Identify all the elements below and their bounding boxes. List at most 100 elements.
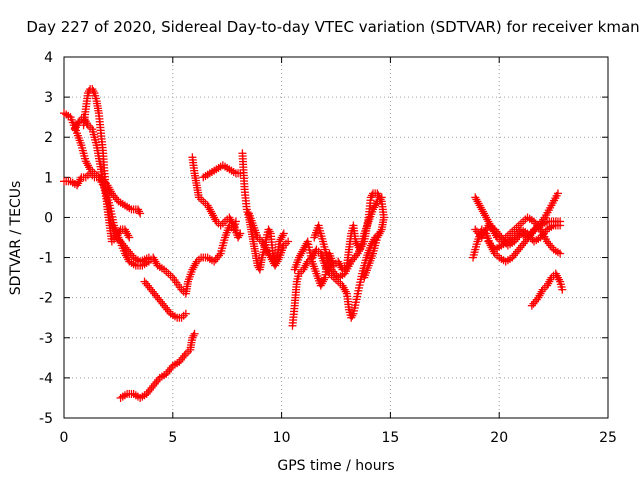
data-point [537,287,546,296]
data-point [497,233,506,242]
data-point [225,213,234,222]
data-point [81,157,90,166]
data-point [188,333,197,342]
data-point [329,267,338,276]
data-point [279,229,288,238]
data-point [536,289,545,298]
data-point [106,187,115,196]
data-point [145,283,154,292]
data-point [80,115,89,124]
data-point [73,181,82,190]
data-point [264,249,273,258]
data-point [552,271,561,280]
y-axis-label: SDTVAR / TECUs [8,181,24,296]
data-point [528,235,537,244]
y-tick-label: 4 [44,50,53,66]
data-point [295,253,304,262]
data-point [151,291,160,300]
data-point [485,219,494,228]
data-point [529,299,538,308]
y-tick-label: -1 [39,251,53,267]
data-point [376,227,385,236]
data-point [81,117,90,126]
data-point [482,213,491,222]
data-point [471,193,480,202]
data-point [213,253,222,262]
data-point [265,251,274,260]
data-point [335,259,344,268]
data-point [176,355,185,364]
data-point [298,247,307,256]
data-point [160,301,169,310]
data-point [373,189,382,198]
data-point [532,295,541,304]
data-point [164,307,173,316]
data-point [113,233,122,242]
data-point [124,247,133,256]
data-point [203,201,212,210]
data-point [167,363,176,372]
data-point [266,253,275,262]
data-point [518,241,527,250]
data-point [274,255,283,264]
data-point [484,237,493,246]
data-point [513,229,522,238]
data-point [544,279,553,288]
data-point [515,227,524,236]
data-point [133,205,142,214]
data-point [347,257,356,266]
y-tick-label: 1 [44,170,53,186]
data-point [206,207,215,216]
data-point [234,233,243,242]
data-point [209,211,218,220]
data-point [516,243,525,252]
data-point [526,233,535,242]
data-point [534,293,543,302]
data-point [553,273,562,282]
data-point [271,261,280,270]
data-point [512,231,521,240]
data-point [74,179,83,188]
data-point [489,243,498,252]
data-point [88,85,97,94]
data-point [553,189,562,198]
data-point [360,273,369,282]
data-point [273,257,282,266]
data-point [510,233,519,242]
data-point [136,209,145,218]
y-tick-label: 0 [44,210,53,226]
data-point [318,277,327,286]
data-point [105,185,114,194]
data-point [509,251,518,260]
data-point [543,281,552,290]
data-point [191,259,200,268]
data-point [165,365,174,374]
data-point [262,245,271,254]
data-point [558,285,567,294]
data-point [275,237,284,246]
data-point [189,263,198,272]
data-point [276,235,285,244]
data-point [226,215,235,224]
data-point [536,233,545,242]
data-point [350,253,359,262]
data-point [150,289,159,298]
data-point [527,301,536,310]
data-point [150,379,159,388]
data-point [352,251,361,260]
data-point [301,261,310,270]
data-point [211,255,220,264]
data-point [188,265,197,274]
x-axis-label: GPS time / hours [277,458,394,474]
data-point [478,207,487,216]
data-point [210,257,219,266]
data-point [525,231,534,240]
data-point [143,281,152,290]
data-point [300,263,309,272]
data-point [472,195,481,204]
data-point [513,247,522,256]
data-point [228,219,237,228]
data-point [366,193,375,202]
data-point [320,275,329,284]
data-point [258,237,267,246]
